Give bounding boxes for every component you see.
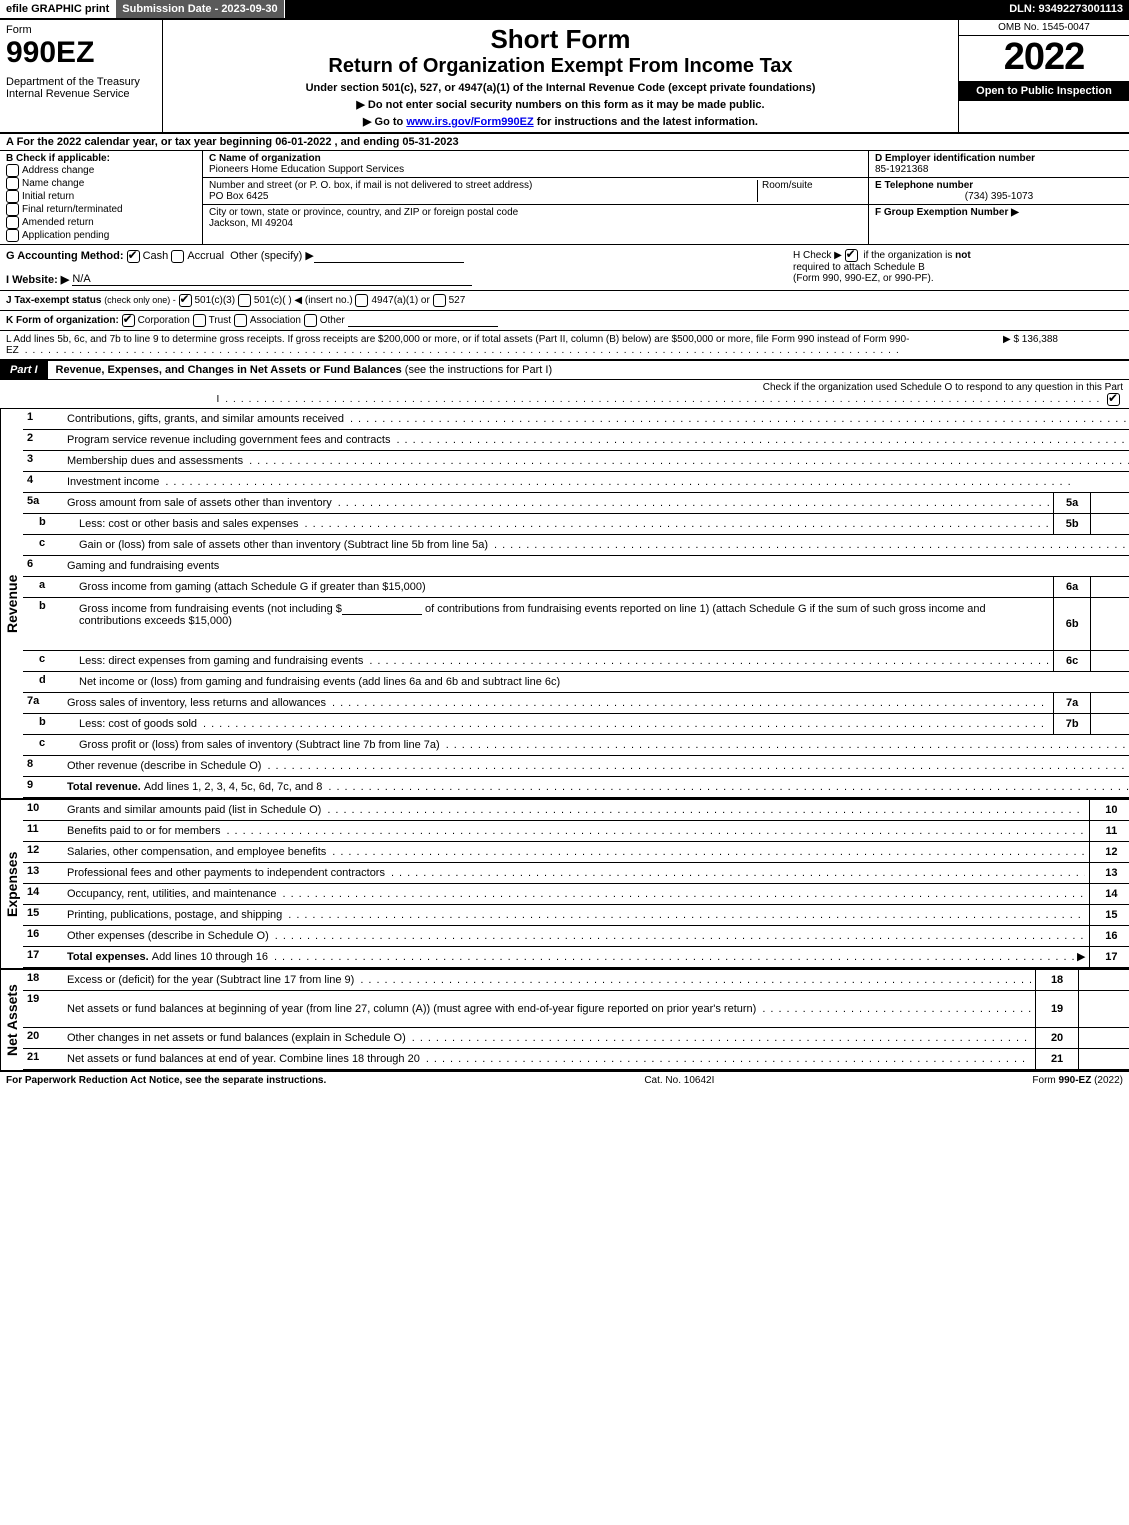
- gross-receipts-value: ▶ $ 136,388: [1003, 334, 1123, 356]
- chk-final-return[interactable]: [6, 203, 19, 216]
- omb-number: OMB No. 1545-0047: [959, 20, 1129, 36]
- subline-1: Under section 501(c), 527, or 4947(a)(1)…: [173, 82, 948, 94]
- val-5a: [1091, 493, 1129, 513]
- line-k: K Form of organization: Corporation Trus…: [0, 311, 1129, 331]
- short-form-title: Short Form: [173, 24, 948, 55]
- group-exemption-label: F Group Exemption Number ▶: [875, 207, 1019, 218]
- chk-accrual[interactable]: [171, 250, 184, 263]
- chk-name-change[interactable]: [6, 177, 19, 190]
- form-footer: Form 990-EZ (2022): [1032, 1075, 1123, 1086]
- chk-501c-other[interactable]: [238, 294, 251, 307]
- val-21: 61,302: [1079, 1049, 1129, 1069]
- expenses-side-label: Expenses: [0, 800, 23, 968]
- org-address: PO Box 6425: [209, 191, 757, 202]
- line-j: J Tax-exempt status (check only one) - 5…: [0, 291, 1129, 311]
- section-bcdef: B Check if applicable: Address change Na…: [0, 151, 1129, 245]
- chk-association[interactable]: [234, 314, 247, 327]
- ein-value: 85-1921368: [875, 164, 928, 175]
- website-value: N/A: [72, 273, 472, 286]
- chk-501c3[interactable]: [179, 294, 192, 307]
- part1-header: Part I Revenue, Expenses, and Changes in…: [0, 360, 1129, 380]
- val-5b: 0: [1091, 514, 1129, 534]
- paperwork-notice: For Paperwork Reduction Act Notice, see …: [6, 1075, 326, 1086]
- chk-other-org[interactable]: [304, 314, 317, 327]
- chk-amended-return[interactable]: [6, 216, 19, 229]
- form-code: 990EZ: [6, 36, 156, 70]
- expenses-section: Expenses 10Grants and similar amounts pa…: [0, 800, 1129, 968]
- submission-date: Submission Date - 2023-09-30: [116, 0, 284, 18]
- irs-label: Internal Revenue Service: [6, 88, 156, 100]
- chk-cash[interactable]: [127, 250, 140, 263]
- sched-o-check-row: Check if the organization used Schedule …: [0, 380, 1129, 409]
- org-city: Jackson, MI 49204: [209, 218, 862, 229]
- chk-4947a1[interactable]: [355, 294, 368, 307]
- net-assets-side-label: Net Assets: [0, 970, 23, 1070]
- val-6b: 0: [1091, 598, 1129, 650]
- val-18: 25,968: [1079, 970, 1129, 990]
- subline-3: ▶ Go to www.irs.gov/Form990EZ for instru…: [173, 115, 948, 128]
- val-7b: 0: [1091, 714, 1129, 734]
- chk-527[interactable]: [433, 294, 446, 307]
- chk-initial-return[interactable]: [6, 190, 19, 203]
- net-assets-section: Net Assets 18Excess or (deficit) for the…: [0, 970, 1129, 1070]
- part1-label: Part I: [0, 361, 48, 379]
- chk-address-change[interactable]: [6, 164, 19, 177]
- cat-number: Cat. No. 10642I: [644, 1075, 714, 1086]
- col-d-identifiers: D Employer identification number 85-1921…: [869, 151, 1129, 244]
- tax-year: 2022: [959, 36, 1129, 79]
- section-gh: G Accounting Method: Cash Accrual Other …: [0, 245, 1129, 291]
- footer-bar: For Paperwork Reduction Act Notice, see …: [0, 1070, 1129, 1089]
- dept-label: Department of the Treasury: [6, 76, 156, 88]
- val-6c: 0: [1091, 651, 1129, 671]
- chk-schedule-b-not-required[interactable]: [845, 249, 858, 262]
- phone-value: (734) 395-1073: [875, 191, 1123, 202]
- val-6a: [1091, 577, 1129, 597]
- chk-trust[interactable]: [193, 314, 206, 327]
- dln-label: DLN: 93492273001113: [1003, 0, 1129, 18]
- return-title: Return of Organization Exempt From Incom…: [173, 55, 948, 78]
- revenue-section: Revenue 1Contributions, gifts, grants, a…: [0, 409, 1129, 798]
- chk-schedule-o-used[interactable]: [1107, 393, 1120, 406]
- line-l: L Add lines 5b, 6c, and 7b to line 9 to …: [0, 331, 1129, 360]
- open-public-box: Open to Public Inspection: [959, 81, 1129, 101]
- subline-2: ▶ Do not enter social security numbers o…: [173, 98, 948, 111]
- irs-link[interactable]: www.irs.gov/Form990EZ: [406, 116, 533, 128]
- form-header: Form 990EZ Department of the Treasury In…: [0, 20, 1129, 134]
- val-7a: [1091, 693, 1129, 713]
- val-20: [1079, 1028, 1129, 1048]
- revenue-side-label: Revenue: [0, 409, 23, 798]
- top-bar: efile GRAPHIC print Submission Date - 20…: [0, 0, 1129, 20]
- val-19: 35,334: [1079, 991, 1129, 1027]
- chk-corporation[interactable]: [122, 314, 135, 327]
- line-a: A For the 2022 calendar year, or tax yea…: [0, 134, 1129, 151]
- chk-application-pending[interactable]: [6, 229, 19, 242]
- col-c-org-info: C Name of organization Pioneers Home Edu…: [203, 151, 869, 244]
- website-label: I Website: ▶: [6, 274, 69, 286]
- efile-label: efile GRAPHIC print: [0, 0, 116, 18]
- org-name: Pioneers Home Education Support Services: [209, 164, 862, 175]
- h-schedule-b: H Check ▶ if the organization is not req…: [787, 245, 1129, 290]
- room-suite-label: Room/suite: [757, 180, 862, 202]
- form-word: Form: [6, 24, 156, 36]
- col-b-checkboxes: B Check if applicable: Address change Na…: [0, 151, 203, 244]
